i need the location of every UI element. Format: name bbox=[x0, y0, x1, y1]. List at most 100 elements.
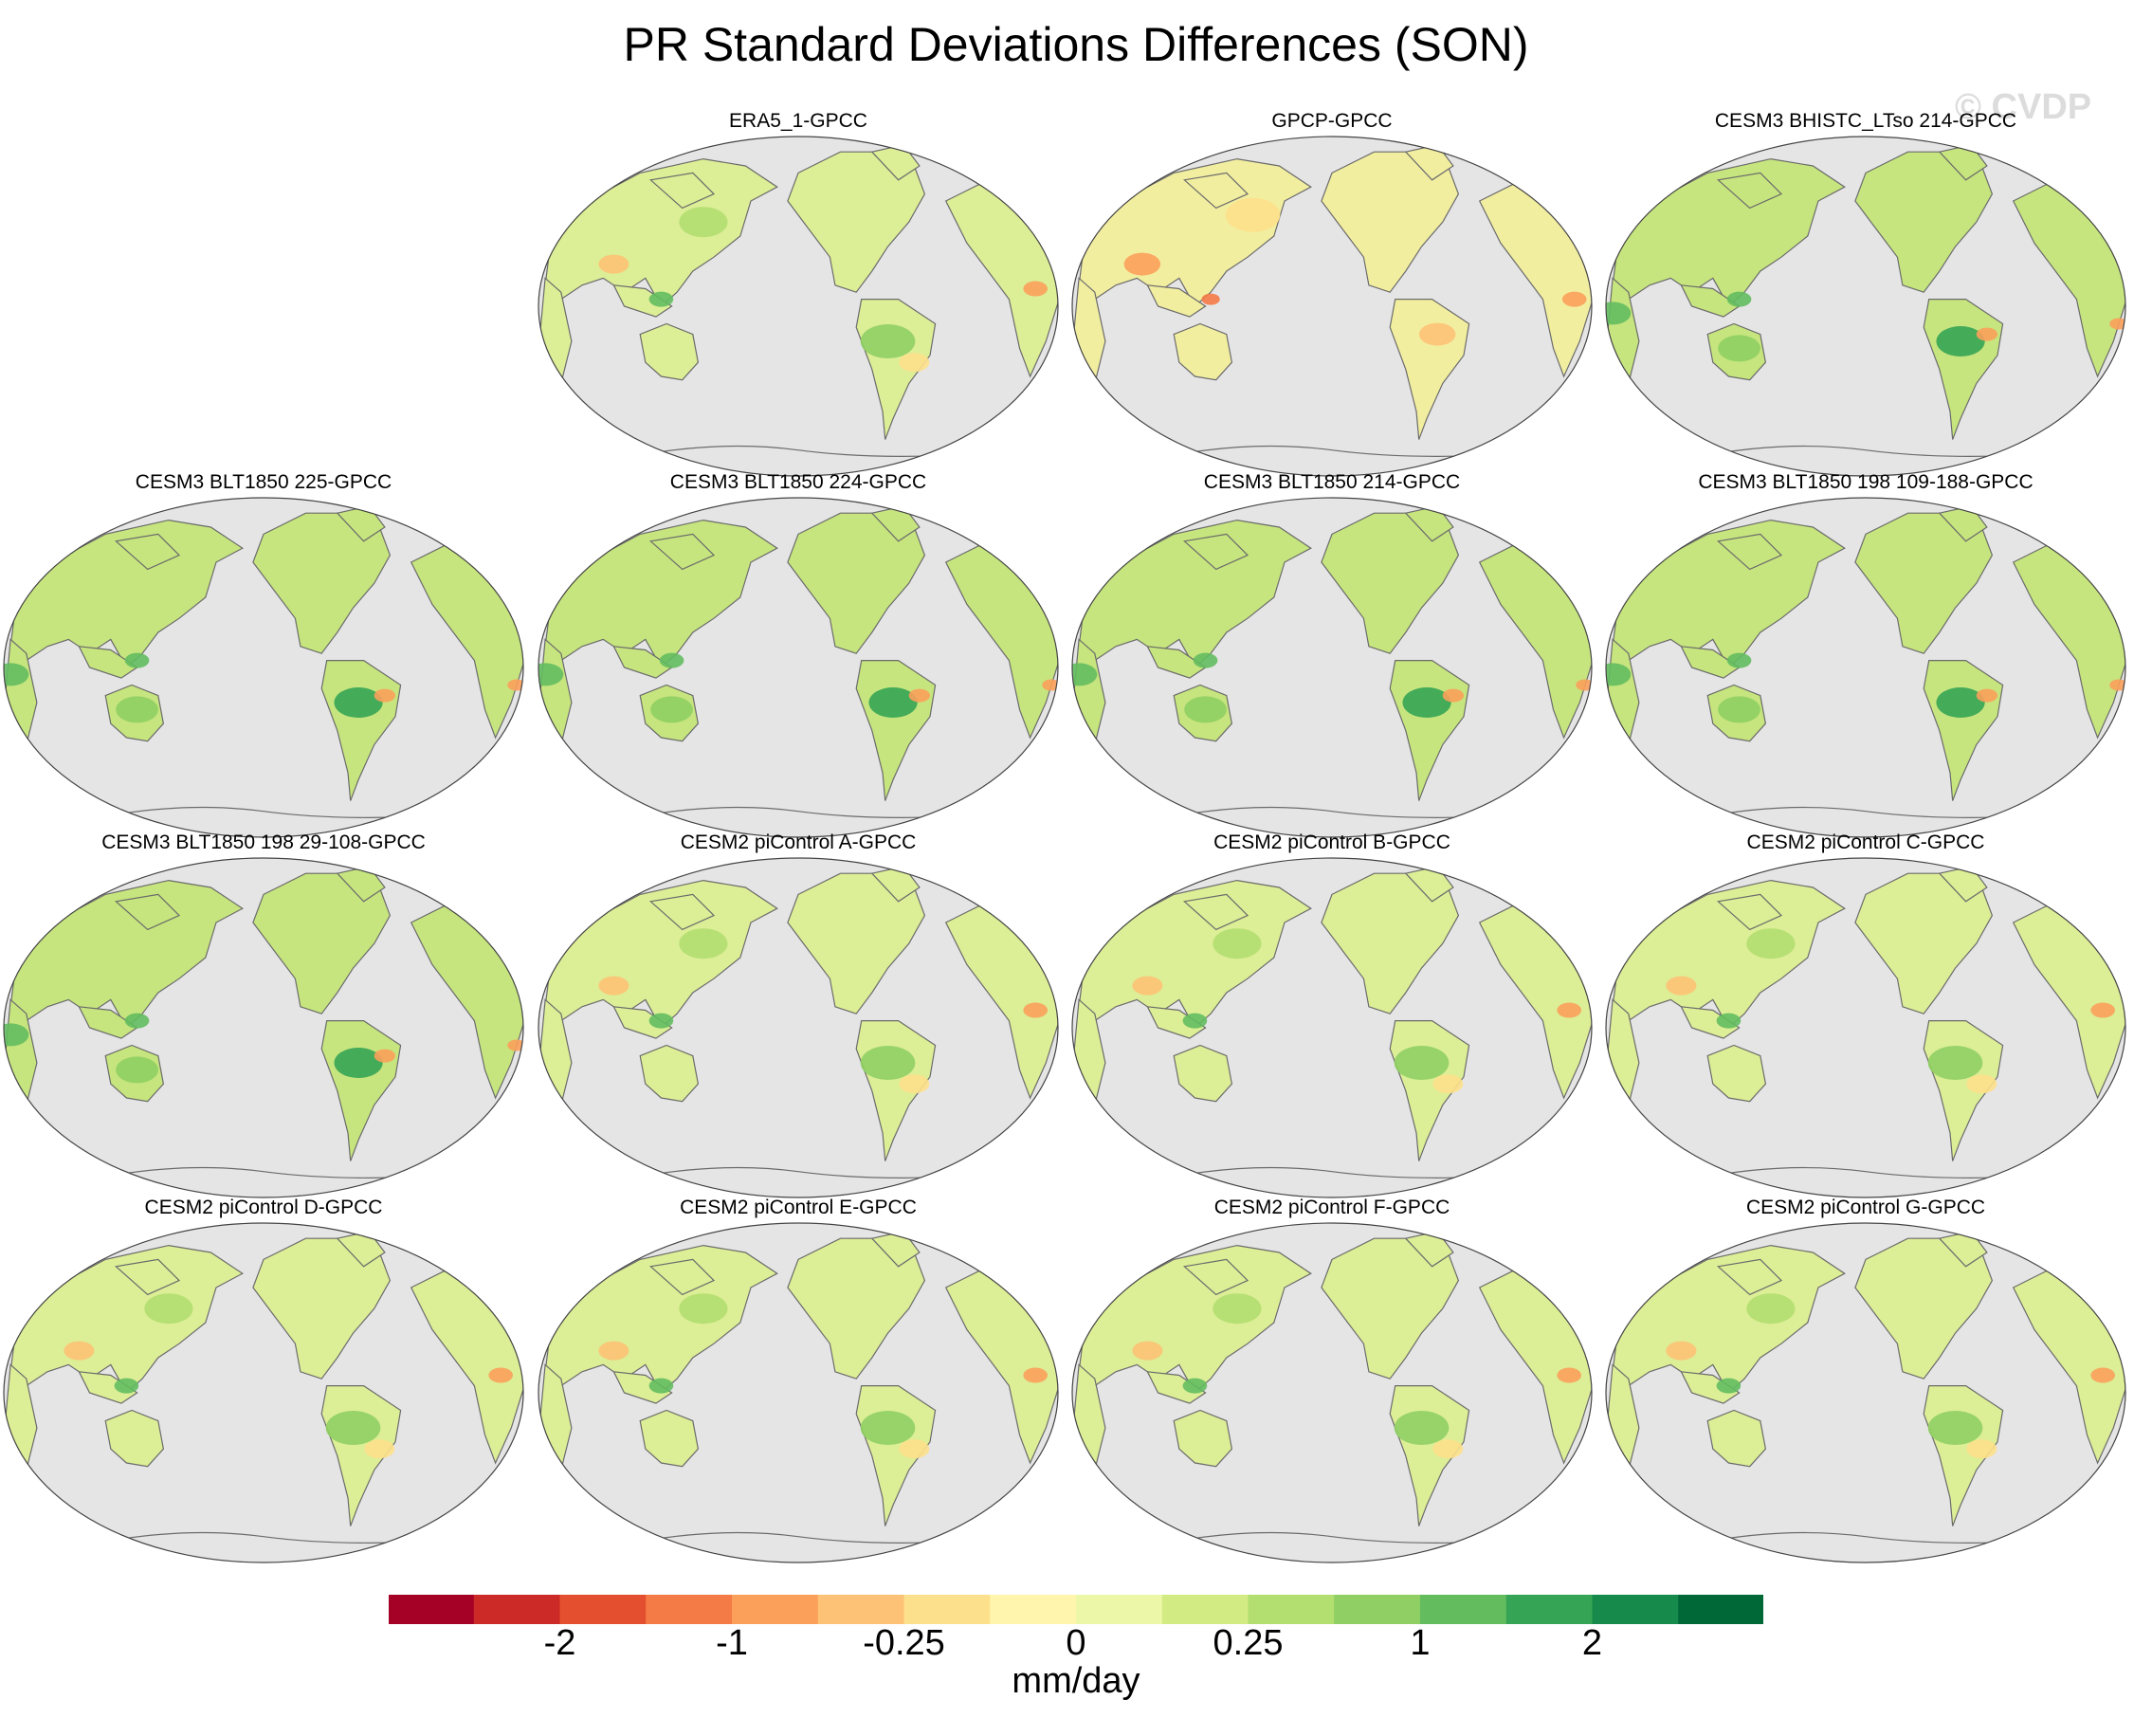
globe-map bbox=[538, 497, 1059, 838]
siberia-landmass bbox=[648, 172, 716, 210]
siberia-landmass bbox=[1182, 1258, 1249, 1296]
colorbar-swatch bbox=[1161, 1594, 1249, 1625]
anomaly-patch bbox=[114, 1378, 139, 1394]
anomaly-patch bbox=[4, 663, 29, 686]
anomaly-patch bbox=[1666, 1341, 1697, 1361]
panel-title: CESM2 piControl B-GPCC bbox=[1213, 831, 1450, 853]
globe-outline bbox=[1071, 497, 1593, 838]
anomaly-patch bbox=[116, 696, 158, 723]
globe-outline bbox=[1605, 136, 2126, 477]
map-panel: CESM2 piControl A-GPCC bbox=[535, 831, 1062, 1211]
colorbar-swatch bbox=[1592, 1594, 1679, 1625]
map-panel: CESM2 piControl E-GPCC bbox=[535, 1197, 1062, 1576]
anomaly-patch bbox=[679, 207, 728, 238]
anomaly-patch bbox=[659, 652, 684, 668]
maritime-continent-landmass bbox=[78, 646, 138, 679]
anomaly-patch bbox=[648, 1378, 674, 1394]
colorbar-swatch bbox=[646, 1594, 733, 1625]
anomaly-patch bbox=[860, 1411, 916, 1445]
colorbar-swatch bbox=[1248, 1594, 1335, 1625]
globe-map bbox=[3, 497, 524, 838]
colorbar-swatch bbox=[388, 1594, 475, 1625]
anomaly-patch bbox=[1561, 291, 1587, 307]
colorbar-tick-label: 1 bbox=[1410, 1623, 1431, 1663]
globe-map bbox=[538, 857, 1059, 1198]
anomaly-patch bbox=[908, 688, 931, 703]
globe-map bbox=[3, 857, 524, 1198]
siberia-landmass bbox=[1182, 893, 1249, 931]
maritime-continent-landmass bbox=[78, 1371, 138, 1404]
map-panel: CESM3 BLT1850 225-GPCC bbox=[0, 471, 527, 850]
anomaly-patch bbox=[116, 1056, 158, 1084]
anomaly-patch bbox=[648, 291, 674, 307]
maritime-continent-landmass bbox=[612, 1006, 673, 1039]
anomaly-patch bbox=[899, 1074, 930, 1094]
globe-map bbox=[1071, 1222, 1593, 1563]
siberia-landmass bbox=[1716, 172, 1783, 210]
globe-map bbox=[538, 136, 1059, 477]
colorbar-swatch bbox=[1420, 1594, 1507, 1625]
anomaly-patch bbox=[364, 1439, 395, 1459]
anomaly-patch bbox=[1132, 1341, 1163, 1361]
anomaly-patch bbox=[1213, 928, 1262, 959]
anomaly-patch bbox=[1746, 1293, 1796, 1325]
panel-title: GPCP-GPCC bbox=[1271, 110, 1393, 132]
anomaly-patch bbox=[1072, 663, 1098, 686]
colorbar-swatch bbox=[473, 1594, 560, 1625]
anomaly-patch bbox=[1023, 1367, 1048, 1383]
map-panel: CESM3 BLT1850 198 109-188-GPCC bbox=[1602, 471, 2129, 850]
eurasia-landmass bbox=[544, 519, 778, 668]
anomaly-patch bbox=[124, 652, 150, 668]
panel-title: CESM3 BLT1850 224-GPCC bbox=[669, 471, 927, 493]
siberia-landmass bbox=[648, 893, 716, 931]
panel-title: CESM3 BLT1850 198 29-108-GPCC bbox=[101, 831, 426, 853]
colorbar-swatch bbox=[903, 1594, 991, 1625]
australia-landmass bbox=[1706, 1409, 1767, 1468]
anomaly-patch bbox=[1432, 1074, 1464, 1094]
colorbar-tick-label: -0.25 bbox=[863, 1623, 945, 1663]
anomaly-patch bbox=[1936, 687, 1985, 718]
anomaly-patch bbox=[1557, 1367, 1581, 1383]
panel-title: CESM2 piControl F-GPCC bbox=[1213, 1197, 1450, 1218]
anomaly-patch bbox=[124, 1013, 150, 1029]
anomaly-patch bbox=[1726, 652, 1752, 668]
map-panel: CESM3 BHISTC_LTso 214-GPCC bbox=[1602, 110, 2129, 489]
anomaly-patch bbox=[1442, 688, 1465, 703]
globe-outline bbox=[3, 857, 524, 1198]
colorbar-swatch bbox=[1505, 1594, 1593, 1625]
anomaly-patch bbox=[1927, 1411, 1983, 1445]
anomaly-patch bbox=[1718, 335, 1760, 362]
anomaly-patch bbox=[1966, 1074, 1997, 1094]
maritime-continent-landmass bbox=[1146, 646, 1207, 679]
anomaly-patch bbox=[1606, 302, 1632, 325]
maritime-continent-landmass bbox=[1146, 1006, 1207, 1039]
map-panel: CESM3 BLT1850 224-GPCC bbox=[535, 471, 1062, 850]
globe-outline bbox=[3, 1222, 524, 1563]
panel-title: CESM2 piControl D-GPCC bbox=[144, 1197, 383, 1218]
siberia-landmass bbox=[1716, 533, 1783, 571]
anomaly-patch bbox=[334, 687, 383, 718]
panel-title: CESM3 BLT1850 214-GPCC bbox=[1203, 471, 1461, 493]
siberia-landmass bbox=[114, 1258, 181, 1296]
eurasia-landmass bbox=[1612, 157, 1846, 307]
globe-map bbox=[1071, 857, 1593, 1198]
anomaly-patch bbox=[899, 1439, 930, 1459]
globe-map bbox=[1605, 136, 2126, 477]
anomaly-patch bbox=[1182, 1013, 1208, 1029]
eurasia-landmass bbox=[1612, 519, 1846, 668]
map-panel: CESM2 piControl B-GPCC bbox=[1068, 831, 1596, 1211]
anomaly-patch bbox=[1132, 976, 1163, 996]
colorbar-swatch bbox=[732, 1594, 819, 1625]
colorbar-frame bbox=[388, 1594, 1764, 1625]
anomaly-patch bbox=[650, 696, 693, 723]
globe-outline bbox=[538, 857, 1059, 1198]
panel-title: CESM3 BLT1850 198 109-188-GPCC bbox=[1698, 471, 2033, 493]
anomaly-patch bbox=[1023, 1002, 1048, 1018]
siberia-landmass bbox=[1182, 172, 1249, 210]
anomaly-patch bbox=[1394, 1411, 1450, 1445]
anomaly-patch bbox=[1225, 197, 1281, 232]
anomaly-patch bbox=[679, 1293, 728, 1325]
figure-title: PR Standard Deviations Differences (SON) bbox=[623, 18, 1529, 71]
globe-map bbox=[1605, 857, 2126, 1198]
maritime-continent-landmass bbox=[1680, 284, 1741, 318]
